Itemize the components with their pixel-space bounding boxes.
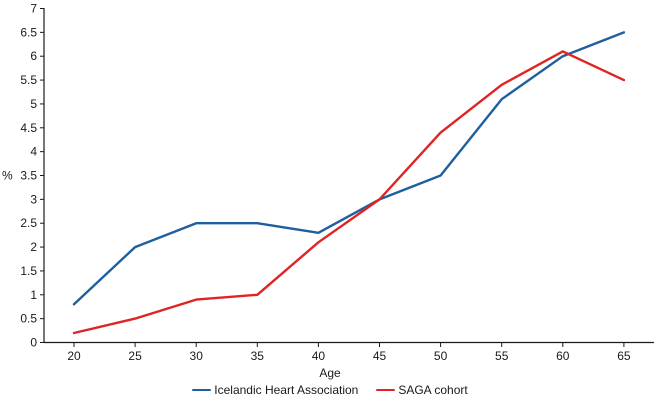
y-tick-label: 5 xyxy=(30,97,37,111)
y-tick-label: 2 xyxy=(30,240,37,254)
chart-legend: Icelandic Heart Association SAGA cohort xyxy=(0,383,660,397)
x-tick-label: 45 xyxy=(373,349,387,363)
legend-swatch xyxy=(192,388,212,392)
y-tick-label: 4 xyxy=(30,145,37,159)
chart-canvas: 0 0.5 1 1.5 2 2.5 3 3.5 4 4.5 5 5.5 6 6.5 7% 20 25 30 35 40… xyxy=(2,2,654,363)
series-line-saga-cohort xyxy=(72,50,626,335)
x-tick-label: 35 xyxy=(251,349,265,363)
x-tick-label: 30 xyxy=(190,349,204,363)
y-tick-label: 1.5 xyxy=(20,264,37,278)
y-tick-label: 4.5 xyxy=(20,121,37,135)
x-tick-label: 25 xyxy=(128,349,142,363)
y-tick-label: 0.5 xyxy=(20,312,37,326)
y-tick-label: 3.5 xyxy=(20,169,37,183)
y-tick-label: 7 xyxy=(30,2,37,16)
y-tick-label: 0 xyxy=(30,336,37,350)
y-tick-label: 3 xyxy=(30,192,37,206)
y-tick-label: 5.5 xyxy=(20,73,37,87)
legend-swatch xyxy=(376,388,396,392)
x-tick-label: 60 xyxy=(556,349,570,363)
legend-label: Icelandic Heart Association xyxy=(214,383,359,397)
y-tick-label: 6 xyxy=(30,49,37,63)
series-line-icelandic-heart-association xyxy=(72,31,626,306)
y-axis-title: % xyxy=(2,169,13,183)
x-tick-label: 55 xyxy=(495,349,509,363)
legend-item: Icelandic Heart Association xyxy=(192,383,358,397)
legend-item: SAGA cohort xyxy=(376,383,468,397)
legend-label: SAGA cohort xyxy=(398,383,468,397)
y-tick-label: 1 xyxy=(30,288,37,302)
y-tick-label: 6.5 xyxy=(20,25,37,39)
y-tick-label: 2.5 xyxy=(20,216,37,230)
x-tick-label: 65 xyxy=(617,349,631,363)
x-tick-label: 50 xyxy=(434,349,448,363)
x-tick-label: 20 xyxy=(67,349,81,363)
x-tick-label: 40 xyxy=(312,349,326,363)
x-axis-title: Age xyxy=(319,366,341,380)
